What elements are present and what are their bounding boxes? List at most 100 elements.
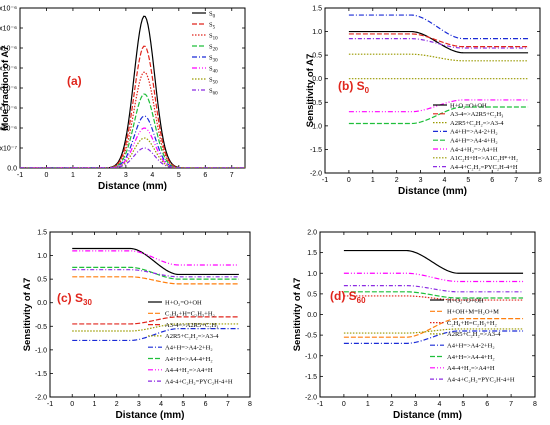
x-tick-label: 4 [159,401,163,408]
x-tick-label: 2 [115,401,119,408]
y-tick-label: 3.5x10⁻⁶ [0,26,17,33]
x-tick-label: 8 [248,401,252,408]
legend-entry: S10 [209,32,218,41]
legend-entry: H+OH+M=H₂O+M [447,309,499,316]
x-axis-label: Distance (mm) [393,410,462,421]
series-line [348,99,529,113]
legend-entry: A4-4+H₂=>A4+H [450,146,498,153]
legend-entry: A4+H=>A4-4+H₂ [450,138,498,145]
y-tick-label: -0.5 [305,333,317,340]
x-tick-label: 1 [366,401,370,408]
x-tick-label: 4 [442,177,446,184]
y-tick-label: 0.0 [7,166,17,173]
y-tick-label: 1.0 [312,29,322,36]
x-tick-label: 0 [342,401,346,408]
legend-entry: S0 [209,10,216,19]
chart-panel-d: -1 0 1 2 3 4 5 6 7 8 -2.0 -1.5 -1.0 -0.5 0.0 0.5 1.0 1.5 2… [292,230,537,422]
series-line [348,106,529,125]
plot-frame [319,231,536,398]
y-tick-label: 1.5 [307,250,317,257]
series-line [20,127,245,168]
legend-entry: A2R5+C₂H₂=>A3-4 [165,333,219,340]
panel-label: (a) [67,74,82,88]
legend-entry: A4+H=>A4-2+H₂ [450,129,498,136]
y-tick-label: 0.0 [37,300,47,307]
series-line [72,247,239,276]
y-tick-label: -2.0 [310,171,322,178]
x-tick-label: 3 [124,172,128,179]
plot-frame [49,231,251,398]
x-tick-label: 0 [347,177,351,184]
legend-entry: A4+H=>A4-2+H₂ [447,343,495,350]
x-tick-label: 7 [226,401,230,408]
series-line [348,38,529,49]
chart-panel-b: -1 0 1 2 3 4 5 6 7 8 -2.0 -1.5 -1.0 -0.5 0.0 0.5 1.0 1.5 D… [305,6,542,198]
y-tick-label: -1.0 [310,123,322,130]
x-tick-label: -1 [47,401,53,408]
panel-label: (c) S30 [57,291,92,307]
x-tick-label: -1 [17,172,23,179]
y-axis-label: Sensitivity of A7 [22,278,33,352]
y-tick-label: -1.0 [35,347,47,354]
y-tick-label: -1.5 [310,147,322,154]
series-line [72,250,239,266]
y-axis-label: Sensitivity of A7 [292,278,303,352]
series-line [348,14,529,40]
series-line [20,71,245,168]
y-tick-label: -1.5 [305,374,317,381]
x-tick-label: 6 [203,172,207,179]
legend-entry: S5 [209,21,216,30]
panel-label: (b) S0 [338,79,370,95]
y-tick-label: -0.5 [310,100,322,107]
x-tick-label: 4 [437,401,441,408]
x-tick-label: 3 [414,401,418,408]
x-tick-label: 2 [390,401,394,408]
legend-entry: S30 [209,54,218,63]
series-line [348,53,529,62]
x-tick-label: 6 [490,177,494,184]
legend-entry: A4-4+H₂=>A4+H [165,367,213,374]
y-tick-label: -2.0 [305,395,317,402]
series-line [72,328,239,342]
series-line [343,318,524,338]
legend-entry: A3-4=>A2R5+C₂H₃ [165,322,218,329]
y-tick-label: 0.5 [312,53,322,60]
legend-entry: A2R5+C₂H₂=>A3-4 [450,120,504,127]
x-tick-label: 5 [466,177,470,184]
series-line [72,323,239,332]
series-line [72,269,239,278]
x-axis-label: Distance (mm) [116,410,185,421]
legend-entry: S60 [209,87,218,96]
x-tick-label: 8 [533,401,537,408]
legend-entry: H+O₂=O+OH [447,297,484,304]
legend-entry: C₂H₄+H=C₂H₃+H₂ [447,320,497,327]
series-line [20,137,245,168]
y-tick-label: -2.0 [35,395,47,402]
x-tick-label: 7 [514,177,518,184]
y-tick-label: 0.5 [307,291,317,298]
y-tick-label: 1.5 [37,230,47,237]
y-tick-label: 2.0 [307,230,317,237]
y-tick-label: 2.5x10⁻⁶ [0,66,17,73]
series-line [343,330,524,344]
x-tick-label: 0 [45,172,49,179]
series-line [343,272,524,283]
x-tick-label: 1 [92,401,96,408]
legend-entry: A4-4+C₂H₂=PYC₂H-4+H [450,164,518,171]
x-tick-label: -1 [322,177,328,184]
x-tick-label: 5 [461,401,465,408]
x-tick-label: 5 [181,401,185,408]
series-line [348,33,529,48]
legend-entry: H+O₂=O+OH [450,102,487,109]
series-line [20,115,245,168]
y-axis-label: Mole fraction of A7 [0,45,11,130]
x-tick-label: 5 [177,172,181,179]
x-tick-label: -1 [317,401,323,408]
legend-entry: A3-4=>A2R5+C₂H₃ [450,111,503,118]
